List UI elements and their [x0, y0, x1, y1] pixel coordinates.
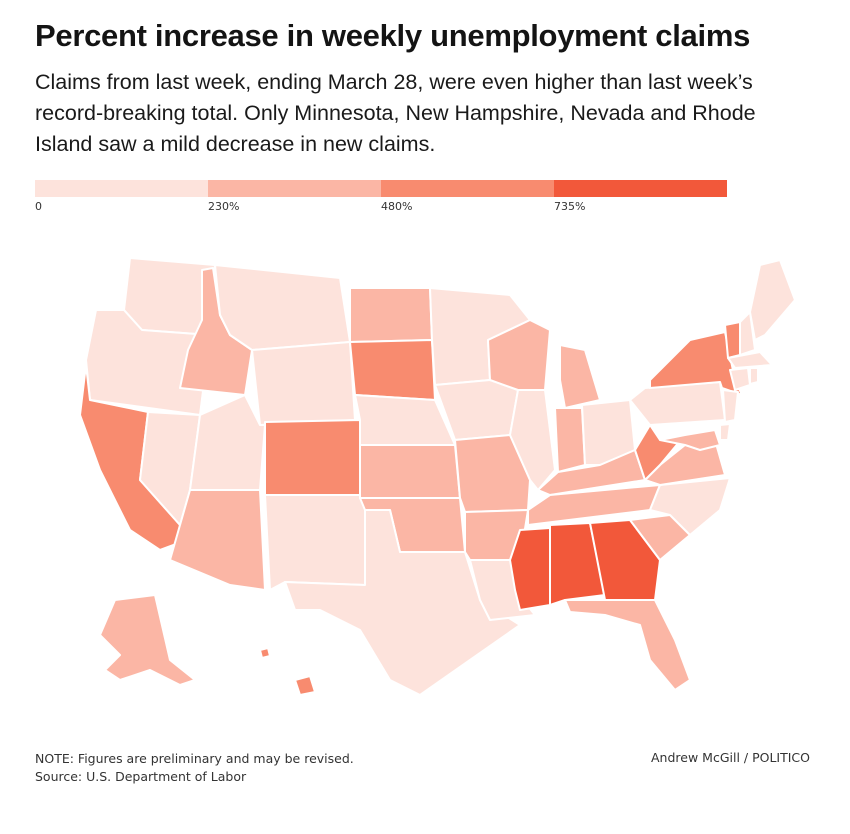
- state-az[interactable]: [169, 489, 266, 591]
- state-fl[interactable]: [564, 599, 691, 691]
- legend-bin-2: [381, 180, 554, 197]
- us-map: [60, 240, 820, 710]
- state-wy[interactable]: [251, 341, 356, 426]
- legend-label-1: 230%: [208, 200, 240, 213]
- state-mt[interactable]: [214, 264, 351, 351]
- state-ma[interactable]: [727, 351, 773, 369]
- color-legend: [35, 180, 727, 198]
- state-hi-island[interactable]: [259, 647, 271, 659]
- source-text: Source: U.S. Department of Labor: [35, 769, 247, 784]
- state-ms[interactable]: [509, 527, 551, 611]
- state-tx[interactable]: [284, 509, 521, 696]
- state-sd[interactable]: [349, 339, 436, 401]
- legend-label-3: 735%: [554, 200, 586, 213]
- state-de[interactable]: [719, 423, 731, 441]
- footnote: NOTE: Figures are preliminary and may be…: [35, 750, 354, 786]
- state-ga[interactable]: [589, 519, 661, 601]
- state-nd[interactable]: [349, 287, 433, 343]
- chart-title: Percent increase in weekly unemployment …: [35, 18, 751, 53]
- legend-label-2: 480%: [381, 200, 413, 213]
- state-hi[interactable]: [294, 675, 316, 696]
- state-md[interactable]: [659, 429, 721, 451]
- state-mi[interactable]: [559, 344, 601, 409]
- state-ak[interactable]: [99, 594, 196, 686]
- legend-labels: 0 230% 480% 735%: [35, 200, 735, 216]
- us-map-svg: [79, 257, 796, 696]
- state-vt[interactable]: [724, 321, 741, 359]
- state-me[interactable]: [749, 259, 796, 341]
- credit-text: Andrew McGill / POLITICO: [651, 750, 810, 765]
- state-in[interactable]: [554, 407, 586, 473]
- state-al[interactable]: [549, 522, 606, 606]
- state-ny[interactable]: [649, 331, 743, 396]
- state-pa[interactable]: [629, 381, 726, 426]
- state-ri[interactable]: [749, 367, 759, 385]
- legend-bin-3: [554, 180, 727, 197]
- state-ne[interactable]: [354, 394, 456, 446]
- legend-bin-0: [35, 180, 208, 197]
- state-id[interactable]: [179, 267, 253, 396]
- state-co[interactable]: [264, 419, 361, 496]
- state-nj[interactable]: [722, 389, 739, 423]
- state-nm[interactable]: [264, 494, 366, 591]
- note-text: NOTE: Figures are preliminary and may be…: [35, 751, 354, 766]
- state-ks[interactable]: [359, 444, 461, 499]
- legend-label-0: 0: [35, 200, 42, 213]
- chart-subtitle: Claims from last week, ending March 28, …: [35, 70, 756, 156]
- state-ct[interactable]: [729, 367, 751, 391]
- legend-bin-1: [208, 180, 381, 197]
